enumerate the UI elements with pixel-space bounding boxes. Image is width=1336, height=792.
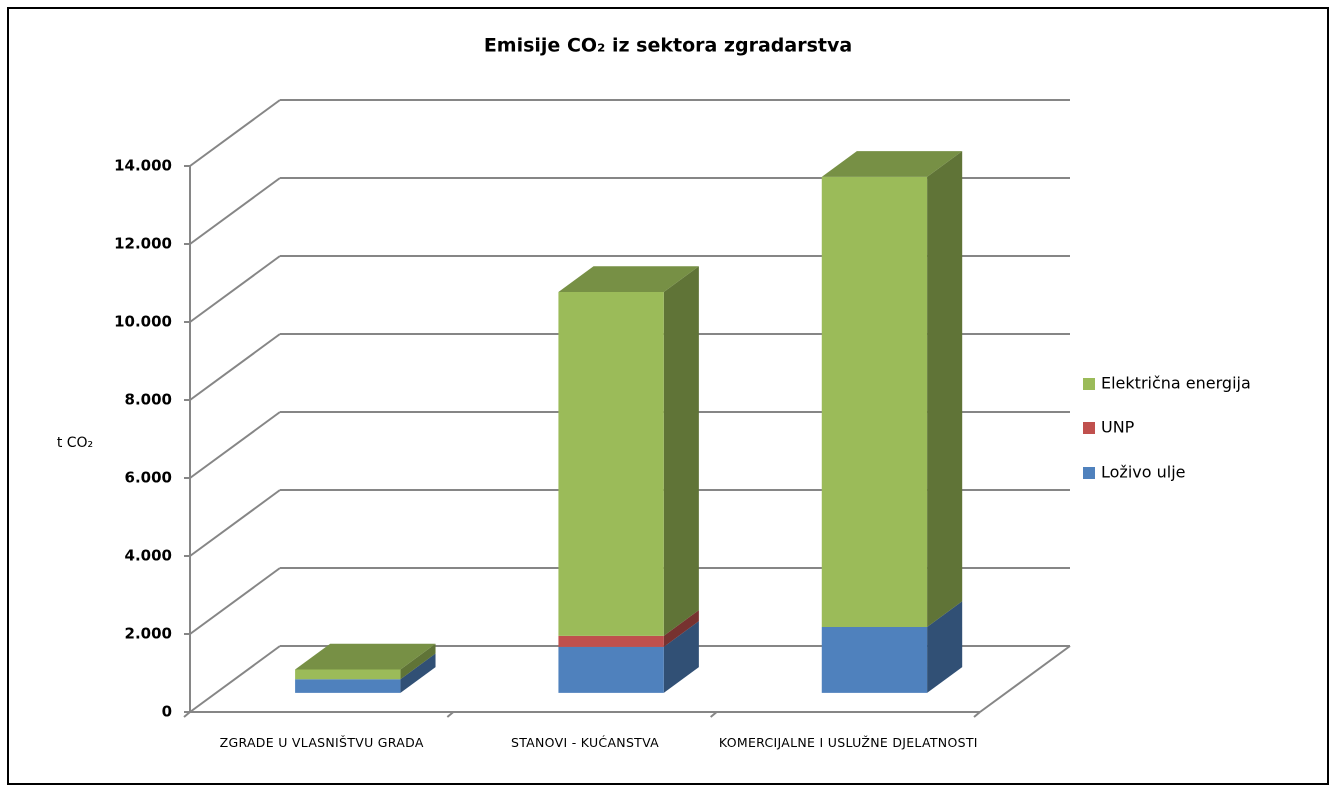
y-axis-label: t CO₂ [57, 435, 93, 451]
bar-side [927, 151, 963, 627]
grid-line [189, 489, 281, 557]
bar [558, 291, 664, 636]
bar [295, 679, 401, 693]
legend-label: UNP [1101, 418, 1135, 437]
legend-swatch [1083, 422, 1095, 434]
y-tick-label: 2.000 [125, 625, 172, 643]
bar-top [821, 151, 963, 177]
y-tick-label: 0 [162, 703, 172, 721]
bar-side [400, 653, 436, 693]
grid-line [189, 255, 281, 323]
y-tick-label: 10.000 [114, 313, 172, 331]
grid-line [189, 411, 281, 479]
bar [558, 635, 664, 647]
y-tick-label: 8.000 [125, 391, 172, 409]
bar [821, 176, 928, 627]
bar-side [663, 621, 699, 693]
x-tick [183, 711, 191, 718]
bar-top [295, 643, 436, 670]
y-tick-label: 6.000 [125, 469, 172, 487]
legend-label: Električna energija [1101, 374, 1251, 393]
legend-swatch [1083, 467, 1095, 479]
x-tick [446, 711, 454, 718]
floor-edge [979, 645, 1071, 713]
legend-label: Loživo ulje [1101, 463, 1185, 482]
grid-line [189, 177, 281, 245]
y-tick-label: 14.000 [114, 157, 172, 175]
bar-side [663, 610, 699, 647]
bar-side [663, 266, 699, 636]
bar [558, 646, 664, 693]
x-tick-label: ZGRADE U VLASNIŠTVU GRADA [219, 735, 424, 750]
y-tick-label: 12.000 [114, 235, 172, 253]
grid-line [189, 567, 281, 635]
x-tick [710, 711, 718, 718]
bar-top [558, 266, 699, 292]
y-tick-label: 4.000 [125, 547, 172, 565]
bar [821, 626, 928, 693]
bar-side [927, 601, 963, 693]
bar [295, 669, 401, 680]
grid-line [189, 99, 281, 167]
grid-line [189, 645, 281, 713]
bar-side [400, 643, 436, 680]
x-tick [973, 711, 981, 718]
chart-title: Emisije CO₂ iz sektora zgradarstva [484, 35, 852, 57]
x-tick-label: KOMERCIJALNE I USLUŽNE DJELATNOSTI [718, 735, 978, 750]
x-tick-label: STANOVI - KUĆANSTVA [510, 735, 660, 750]
legend-swatch [1083, 378, 1095, 390]
grid-line [189, 333, 281, 401]
